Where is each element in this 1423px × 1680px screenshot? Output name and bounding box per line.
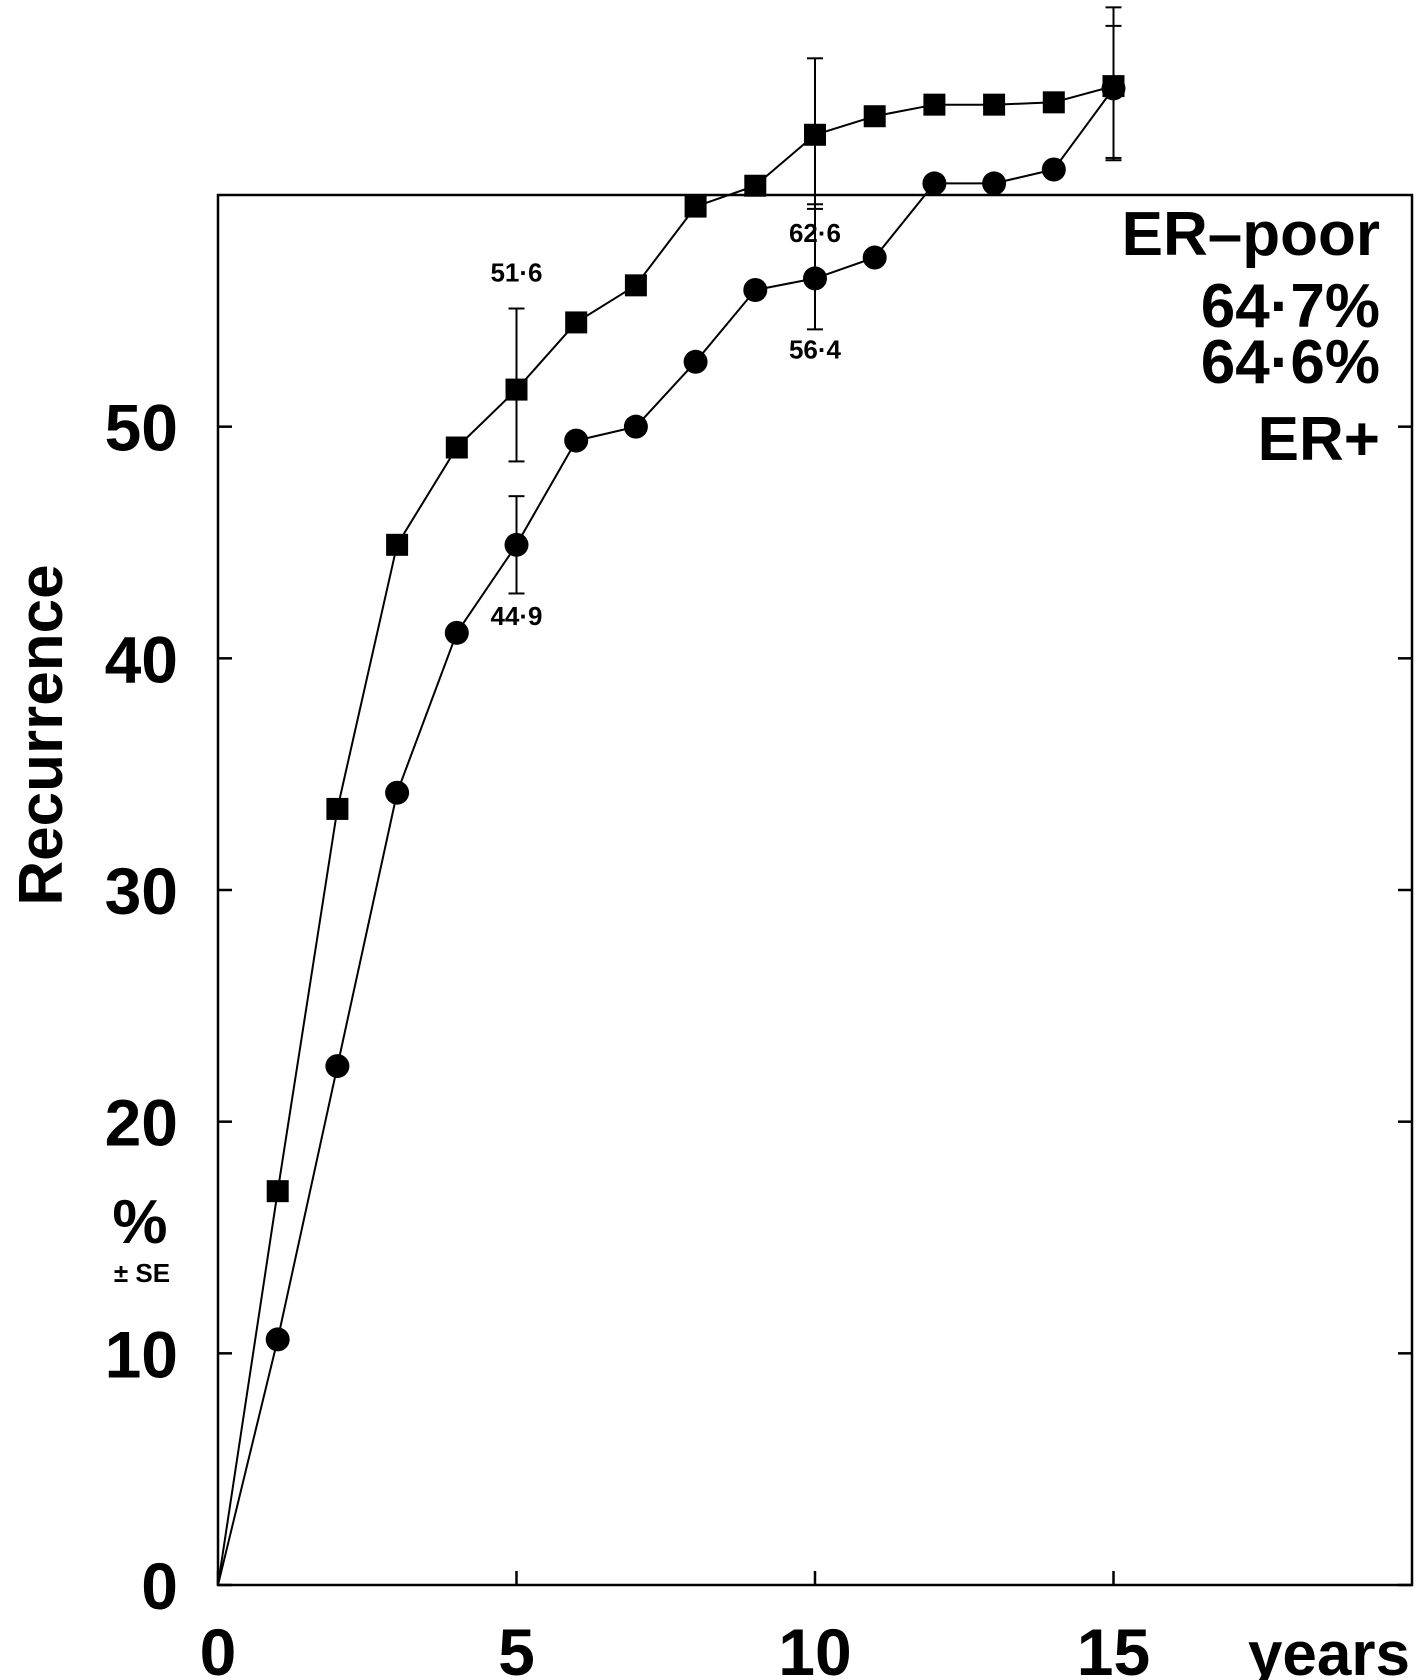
data-point-circle xyxy=(982,171,1007,196)
annotation-layer: 51·6 44·9 62·6 56·4 xyxy=(490,218,841,631)
x-axis-title: years xyxy=(1248,1620,1410,1680)
series-er-pos xyxy=(217,24,1126,1586)
data-point-square xyxy=(1042,91,1065,114)
data-point-circle xyxy=(385,780,410,805)
x-tick-label: 15 xyxy=(1077,1615,1150,1680)
data-label: 56·4 xyxy=(789,334,842,364)
y-tick-label: 40 xyxy=(105,622,178,696)
x-tick-label: 5 xyxy=(498,1615,535,1680)
data-point-circle xyxy=(623,414,648,439)
data-point-square xyxy=(983,93,1006,116)
series-line xyxy=(217,87,1115,1586)
data-point-square xyxy=(744,174,767,197)
plot-frame xyxy=(216,193,1414,1587)
series-layer xyxy=(217,6,1126,1586)
data-point-square xyxy=(326,797,349,820)
data-point-square xyxy=(445,436,468,459)
data-point-square xyxy=(863,105,886,128)
y-tick-label: 30 xyxy=(105,854,178,928)
data-point-circle xyxy=(444,620,469,645)
data-point-circle xyxy=(743,277,768,302)
y-tick-label: 10 xyxy=(105,1317,178,1391)
data-point-circle xyxy=(1041,157,1066,182)
data-point-circle xyxy=(683,349,708,374)
data-point-circle xyxy=(862,245,887,270)
data-point-square xyxy=(624,274,647,297)
data-point-circle xyxy=(325,1054,350,1079)
series-er-poor xyxy=(217,6,1125,1586)
legend-er-poor-value: 64·7% xyxy=(1201,272,1380,341)
legend-er-pos: ER+ xyxy=(1258,405,1380,474)
legend-er-pos-value: 64·6% xyxy=(1201,328,1380,397)
data-label: 44·9 xyxy=(490,601,542,631)
data-point-circle xyxy=(265,1327,290,1352)
axis-ticks xyxy=(216,425,1412,1587)
data-point-square xyxy=(684,195,707,218)
data-point-circle xyxy=(504,532,529,557)
y-axis-unit: % xyxy=(112,1188,167,1257)
data-point-square xyxy=(565,311,588,334)
data-point-square xyxy=(505,378,528,401)
y-tick-label: 20 xyxy=(105,1086,178,1160)
data-point-circle xyxy=(564,428,589,453)
legend-er-poor: ER–poor xyxy=(1122,200,1380,269)
axis-tick-labels: 0 10 20 30 40 50 0 5 10 15 xyxy=(105,391,1151,1680)
data-label: 51·6 xyxy=(490,258,542,288)
x-tick-label: 0 xyxy=(200,1615,237,1680)
series-line xyxy=(217,85,1114,1586)
data-point-square xyxy=(386,533,409,556)
data-point-circle xyxy=(1101,76,1126,101)
data-point-circle xyxy=(803,266,827,291)
data-label: 62·6 xyxy=(789,218,841,248)
data-point-square xyxy=(804,123,826,146)
y-tick-label: 50 xyxy=(105,391,178,465)
y-axis-se-label: ± SE xyxy=(114,1258,170,1288)
data-point-square xyxy=(266,1180,289,1203)
y-axis-title: Recurrence xyxy=(7,564,76,905)
legend: ER–poor 64·7% 64·6% ER+ xyxy=(1122,200,1380,474)
data-point-square xyxy=(923,93,946,116)
y-tick-label: 0 xyxy=(141,1549,178,1623)
data-point-circle xyxy=(922,171,947,196)
x-tick-label: 10 xyxy=(778,1615,851,1680)
